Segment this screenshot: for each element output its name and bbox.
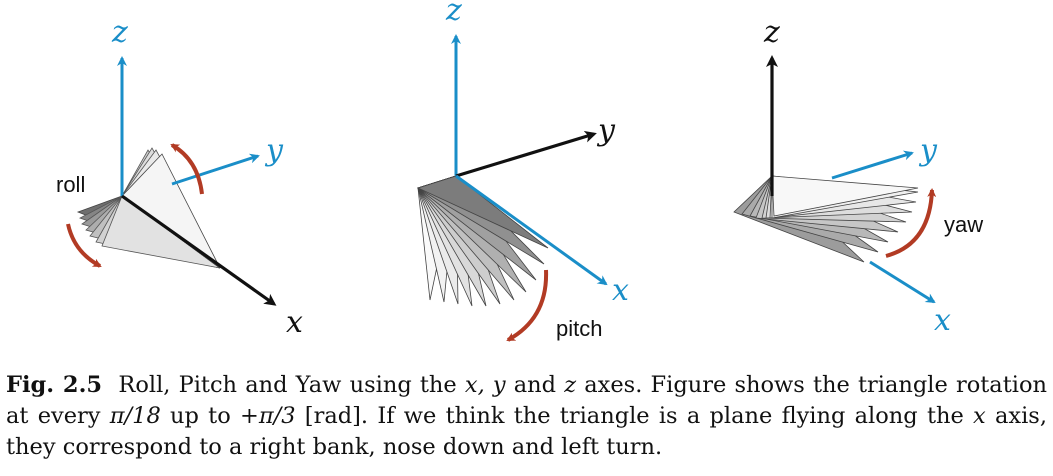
caption-text-3: axes. Figure shows the triangle rotation… <box>6 372 1047 429</box>
pitch-y-axis <box>455 130 597 178</box>
caption-text-1: Roll, Pitch and Yaw using the <box>118 372 465 398</box>
figure-caption: Fig. 2.5 Roll, Pitch and Yaw using the x… <box>6 370 1047 463</box>
roll-arrow-upper <box>170 143 204 195</box>
figure-illustration: z y x roll z y x pitch <box>56 0 983 342</box>
caption-text-6: axis, they correspond to a right bank, n… <box>6 403 1047 460</box>
caption-text-5: [rad]. If we think the triangle is a pla… <box>295 403 974 429</box>
yaw-z-label: z <box>763 15 780 50</box>
figure-number: Fig. 2.5 <box>6 372 103 398</box>
yaw-motion-label: yaw <box>944 212 983 237</box>
roll-arrow-lower <box>66 223 102 268</box>
yaw-x-axis <box>869 260 936 304</box>
pitch-motion-label: pitch <box>556 316 602 341</box>
pitch-triangles <box>416 175 549 307</box>
caption-math-limit: +π/3 <box>240 403 296 429</box>
roll-y-axis <box>171 153 260 186</box>
roll-panel: z y x roll <box>56 15 303 340</box>
caption-math-step: π/18 <box>109 403 161 429</box>
pitch-x-axis <box>455 174 608 286</box>
yaw-arrow <box>885 188 937 258</box>
pitch-z-label: z <box>445 0 462 28</box>
caption-text-4: up to <box>160 403 240 429</box>
yaw-x-label: x <box>934 303 951 338</box>
caption-text-2: and <box>505 372 565 398</box>
yaw-panel: z y x yaw <box>733 15 983 338</box>
roll-z-label: z <box>111 15 128 50</box>
caption-math-z: z <box>564 372 577 398</box>
pitch-y-label: y <box>596 113 616 148</box>
roll-x-axis <box>121 194 277 306</box>
caption-math-x: x <box>973 403 986 429</box>
roll-motion-label: roll <box>56 172 85 197</box>
roll-x-label: x <box>286 305 303 340</box>
roll-triangles <box>76 147 221 269</box>
caption-math-xy: x, y <box>464 372 506 398</box>
yaw-triangles <box>733 175 919 263</box>
pitch-arrow <box>506 269 549 342</box>
roll-y-label: y <box>264 133 284 168</box>
pitch-x-label: x <box>612 273 629 308</box>
yaw-y-axis <box>831 150 914 180</box>
yaw-y-label: y <box>918 133 938 168</box>
pitch-panel: z y x pitch <box>416 0 629 342</box>
